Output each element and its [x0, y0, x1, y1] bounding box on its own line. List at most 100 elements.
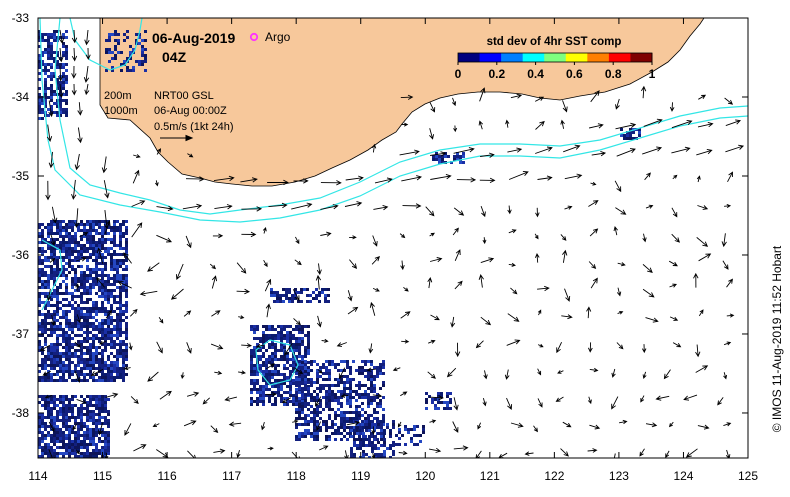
sst-cell	[101, 361, 104, 364]
current-arrow	[562, 249, 568, 263]
sst-cell	[119, 253, 122, 256]
sst-cell	[47, 51, 50, 54]
sst-cell	[116, 253, 119, 256]
sst-cell	[53, 379, 56, 382]
sst-cell	[144, 39, 147, 42]
sst-cell	[44, 105, 47, 108]
current-arrow	[697, 205, 709, 210]
sst-cell	[120, 51, 123, 54]
sst-cell	[276, 300, 279, 303]
sst-cell	[283, 379, 286, 382]
sst-cell	[125, 277, 128, 280]
sst-cell	[77, 410, 80, 413]
current-arrow	[261, 421, 266, 431]
sst-cell	[65, 289, 68, 292]
sst-cell	[77, 376, 80, 379]
sst-cell	[38, 268, 41, 271]
sst-cell	[44, 226, 47, 229]
sst-cell	[119, 370, 122, 373]
sst-cell	[83, 407, 86, 410]
sst-cell	[95, 325, 98, 328]
sst-cell	[122, 370, 125, 373]
sst-cell	[256, 403, 259, 406]
sst-cell	[65, 304, 68, 307]
sst-cell	[337, 426, 340, 429]
sst-cell	[77, 229, 80, 232]
sst-cell	[59, 301, 62, 304]
sst-cell	[358, 435, 361, 438]
current-arrow	[611, 368, 616, 378]
sst-cell	[110, 292, 113, 295]
sst-cell	[62, 84, 65, 87]
sst-cell	[113, 340, 116, 343]
sst-cell	[110, 226, 113, 229]
sst-cell	[303, 288, 306, 291]
sst-cell	[315, 297, 318, 300]
sst-cell	[56, 36, 59, 39]
sst-cell	[419, 434, 422, 437]
sst-cell	[62, 99, 65, 102]
current-arrow	[77, 102, 83, 116]
sst-cell	[41, 416, 44, 419]
sst-cell	[108, 48, 111, 51]
current-arrow	[76, 314, 81, 324]
sst-cell	[56, 379, 59, 382]
sst-cell	[104, 307, 107, 310]
sst-cell	[271, 382, 274, 385]
sst-cell	[292, 349, 295, 352]
current-arrow	[560, 234, 567, 241]
colorbar-segment	[522, 53, 545, 62]
sst-cell	[135, 60, 138, 63]
sst-cell	[379, 372, 382, 375]
sst-cell	[56, 337, 59, 340]
sst-cell	[125, 250, 128, 253]
sst-cell	[41, 283, 44, 286]
sst-cell	[59, 452, 62, 455]
sst-cell	[65, 93, 68, 96]
sst-cell	[53, 319, 56, 322]
sst-cell	[349, 384, 352, 387]
sst-cell	[77, 256, 80, 259]
sst-cell	[95, 328, 98, 331]
current-arrow	[398, 450, 408, 456]
sst-cell	[280, 334, 283, 337]
sst-cell	[41, 367, 44, 370]
sst-cell	[80, 452, 83, 455]
sst-cell	[304, 387, 307, 390]
sst-cell	[294, 291, 297, 294]
sst-cell	[65, 229, 68, 232]
sst-cell	[44, 48, 47, 51]
sst-cell	[62, 63, 65, 66]
sst-cell	[50, 419, 53, 422]
sst-cell	[250, 388, 253, 391]
sst-cell	[98, 325, 101, 328]
sst-cell	[125, 322, 128, 325]
sst-cell	[95, 292, 98, 295]
colorbar-title: std dev of 4hr SST comp	[487, 36, 622, 48]
sst-cell	[92, 416, 95, 419]
sst-cell	[41, 331, 44, 334]
sst-cell	[119, 373, 122, 376]
sst-cell	[74, 449, 77, 452]
current-arrow	[508, 229, 517, 234]
sst-cell	[38, 36, 41, 39]
sst-cell	[253, 382, 256, 385]
sst-cell	[59, 376, 62, 379]
sst-cell	[86, 265, 89, 268]
sst-cell	[380, 444, 383, 447]
sst-cell	[41, 54, 44, 57]
sst-cell	[47, 96, 50, 99]
sst-cell	[265, 349, 268, 352]
sst-cell	[77, 361, 80, 364]
sst-cell	[86, 446, 89, 449]
sst-cell	[113, 265, 116, 268]
sst-cell	[47, 401, 50, 404]
sst-cell	[256, 400, 259, 403]
sst-cell	[38, 39, 41, 42]
sst-cell	[92, 259, 95, 262]
sst-cell	[116, 328, 119, 331]
sst-cell	[65, 416, 68, 419]
sst-cell	[80, 244, 83, 247]
sst-cell	[62, 443, 65, 446]
sst-cell	[119, 259, 122, 262]
